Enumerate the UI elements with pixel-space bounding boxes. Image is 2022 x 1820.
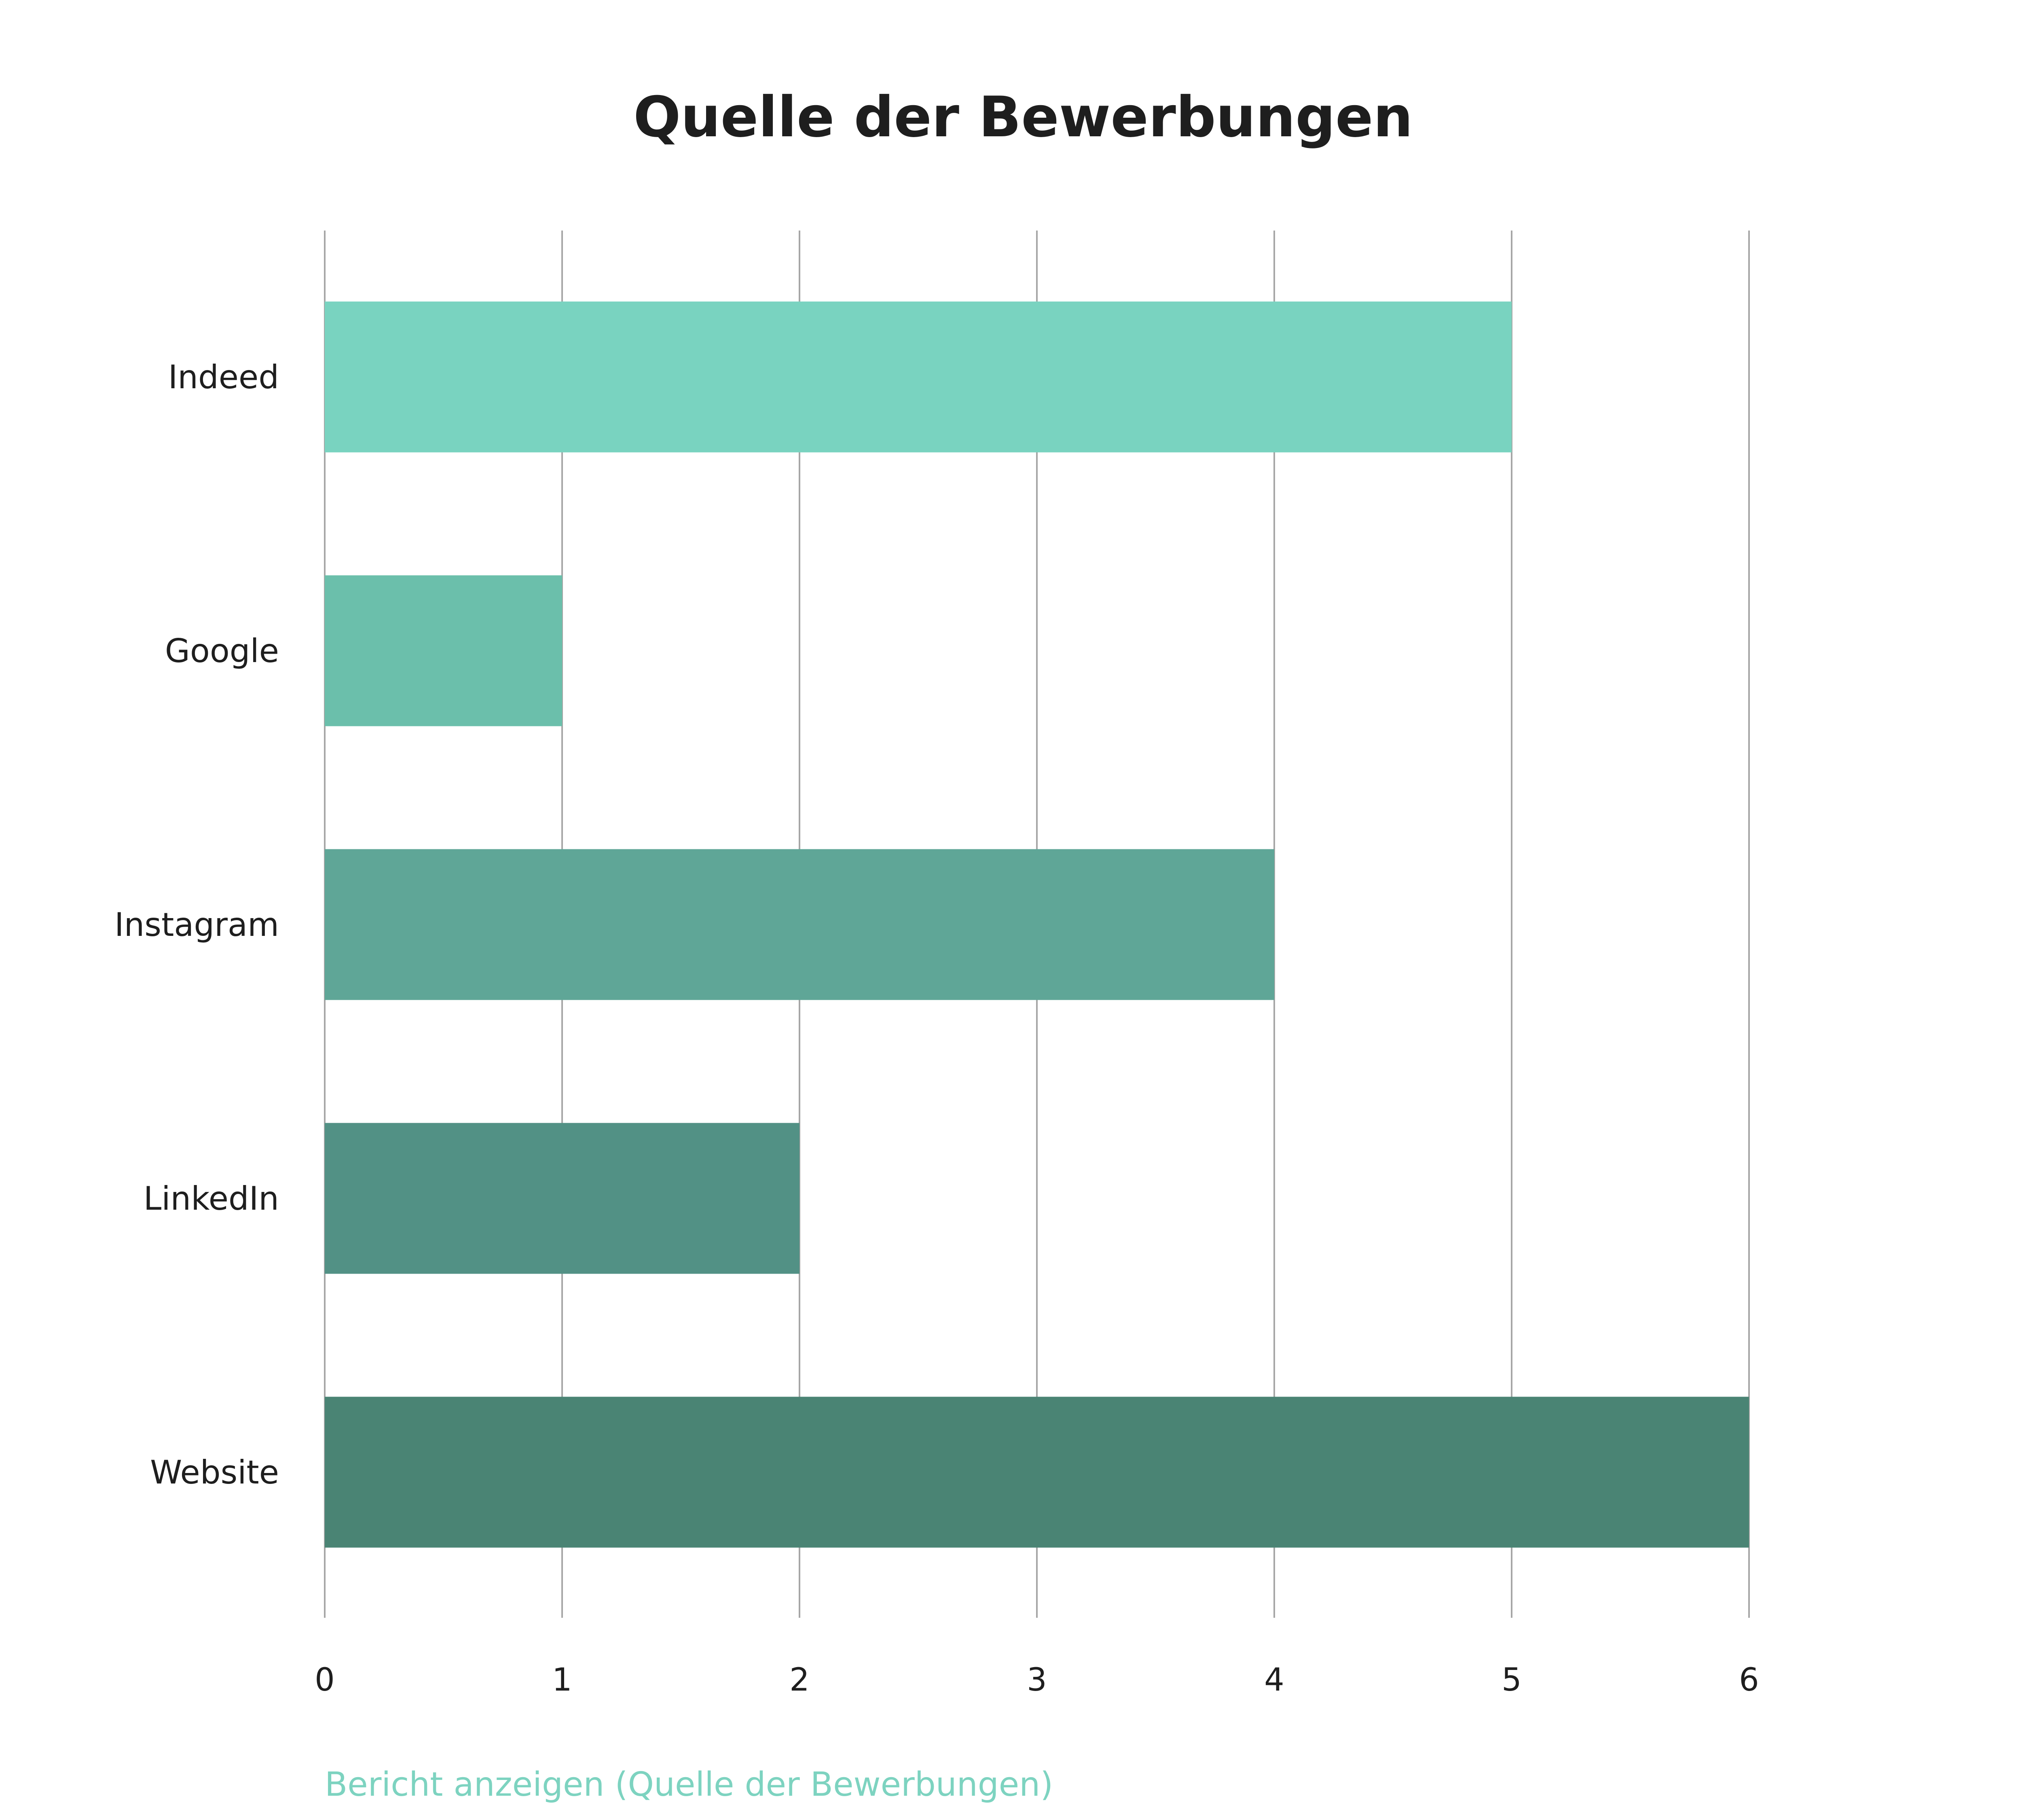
bar-instagram[interactable] — [325, 849, 1274, 1000]
category-labels: Indeed Google Instagram LinkedIn Website — [114, 358, 279, 1491]
x-tick-label-2: 2 — [789, 1662, 810, 1698]
x-tick-label-3: 3 — [1027, 1662, 1047, 1698]
bar-google[interactable] — [325, 575, 562, 726]
x-tick-label-4: 4 — [1264, 1662, 1284, 1698]
category-label-website: Website — [150, 1454, 279, 1491]
category-label-google: Google — [165, 632, 279, 670]
x-tick-label-5: 5 — [1502, 1662, 1522, 1698]
bar-indeed[interactable] — [325, 301, 1512, 453]
category-label-linkedin: LinkedIn — [144, 1180, 279, 1217]
x-tick-label-6: 6 — [1739, 1662, 1759, 1698]
category-label-indeed: Indeed — [168, 358, 279, 396]
bars — [325, 301, 1749, 1548]
category-label-instagram: Instagram — [114, 906, 279, 944]
x-tick-label-1: 1 — [552, 1662, 572, 1698]
report-link[interactable]: Bericht anzeigen (Quelle der Bewerbungen… — [325, 1765, 1053, 1804]
x-axis-tick-labels: 0 1 2 3 4 5 6 — [315, 1662, 1759, 1698]
bar-website[interactable] — [325, 1397, 1749, 1548]
chart-title: Quelle der Bewerbungen — [633, 85, 1413, 150]
bar-linkedin[interactable] — [325, 1123, 799, 1274]
x-tick-label-0: 0 — [315, 1662, 335, 1698]
